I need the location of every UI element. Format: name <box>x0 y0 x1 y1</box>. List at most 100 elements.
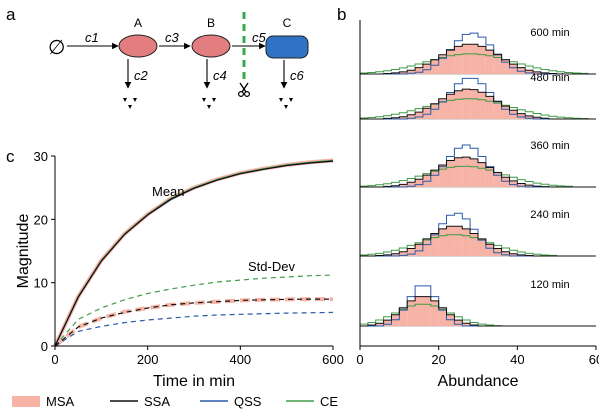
hist-bar-msa <box>525 70 534 74</box>
x-axis-label: Abundance <box>438 373 519 390</box>
node-c <box>265 35 309 59</box>
null-source-symbol: ∅ <box>48 37 65 59</box>
legend-item-qss: QSS <box>200 394 262 409</box>
hist-bar-msa <box>438 164 447 187</box>
hist-bar-msa <box>509 253 518 256</box>
hist-bar-msa <box>415 179 423 187</box>
series-line-msa-dashed <box>53 297 333 348</box>
y-tick-label: 10 <box>34 276 48 291</box>
hist-step-ssa <box>360 43 596 75</box>
hist-bar-msa <box>415 112 423 119</box>
hist-bar-msa <box>454 157 463 187</box>
legend-label: MSA <box>46 394 75 409</box>
hist-step-ssa <box>360 156 596 188</box>
hist-bar-msa <box>493 54 502 74</box>
series-line-qss-dashed <box>54 311 334 347</box>
hist-bar-msa <box>454 320 463 326</box>
legend-item-msa: MSA <box>12 394 75 409</box>
rate-c3: c3 <box>165 30 180 45</box>
histogram-row: 240 min <box>359 209 596 257</box>
hist-bar-msa <box>446 314 455 326</box>
hist-bar-msa <box>446 94 455 119</box>
hist-bar-msa <box>391 314 400 326</box>
hist-bar-msa <box>446 160 455 187</box>
hist-bar-msa <box>383 254 392 256</box>
hist-step-ssa <box>360 296 596 327</box>
hist-bar-msa <box>407 70 416 74</box>
hist-step-qss <box>360 144 596 188</box>
hist-bar-msa <box>438 307 447 326</box>
hist-bar-msa <box>493 101 502 119</box>
x-axis-label: Time in min <box>153 373 235 390</box>
hist-step-ssa <box>360 225 596 257</box>
hist-bar-msa <box>478 162 486 187</box>
x-tick-label: 40 <box>510 352 524 367</box>
hist-bar-msa <box>383 320 392 326</box>
hist-bar-msa <box>540 72 549 74</box>
row-time-label: 240 min <box>530 209 569 221</box>
x-tick-label: 0 <box>356 352 363 367</box>
x-tick-label: 200 <box>137 352 159 367</box>
line-chart: 0 200 400 600 0 10 20 30 Mean Std-Dev Time in m… <box>15 149 344 390</box>
rate-c2: c2 <box>134 68 149 83</box>
hist-bar-msa <box>533 117 541 119</box>
hist-bar-msa <box>478 46 486 74</box>
hist-bar-msa <box>430 233 439 256</box>
hist-bar-msa <box>438 54 447 74</box>
series-line-ce-dashed <box>54 274 334 347</box>
x-tick-label: 60 <box>589 352 599 367</box>
hist-step-ce <box>359 98 596 120</box>
hist-bar-msa <box>454 90 463 119</box>
node-b-label: B <box>207 16 215 30</box>
legend-label: QSS <box>234 394 262 409</box>
legend-swatch <box>12 396 40 407</box>
hist-bar-msa <box>485 96 494 119</box>
rate-c5: c5 <box>252 30 267 45</box>
hist-bar-msa <box>501 106 510 119</box>
legend-item-ssa: SSA <box>110 394 170 409</box>
hist-step-ce <box>359 165 596 188</box>
hist-bar-msa <box>422 296 431 326</box>
hist-bar-msa <box>470 233 478 256</box>
hist-bar-msa <box>391 185 400 187</box>
hist-bar-msa <box>399 184 408 187</box>
hist-bar-msa <box>525 115 534 119</box>
hist-bar-msa <box>478 92 486 119</box>
series-line-ssa-solid <box>54 160 334 347</box>
hist-bar-msa <box>493 248 502 256</box>
hist-step-ssa <box>360 88 596 120</box>
hist-bar-msa <box>501 59 510 74</box>
hist-bar-msa <box>462 157 471 187</box>
hist-bar-msa <box>478 238 486 256</box>
histogram-row: 600 min <box>359 27 596 75</box>
hist-bar-msa <box>422 108 431 119</box>
rate-c4: c4 <box>213 68 227 83</box>
x-tick-label: 20 <box>431 352 445 367</box>
series-line-ssa-dashed <box>54 298 333 347</box>
degradation-icon <box>123 98 137 109</box>
row-time-label: 120 min <box>530 279 569 291</box>
hist-bar-msa <box>399 307 408 326</box>
x-tick-label: 0 <box>51 352 58 367</box>
hist-bar-msa <box>399 71 408 74</box>
hist-bar-msa <box>470 158 478 187</box>
y-tick-label: 30 <box>34 149 48 164</box>
hist-bar-msa <box>446 226 455 256</box>
annotation-mean: Mean <box>152 184 185 199</box>
reaction-diagram: ∅ c1 A c3 B c5 C c2 c4 c6 <box>48 12 309 109</box>
histogram-row: 120 min <box>359 279 596 327</box>
x-tick-label: 600 <box>322 352 344 367</box>
hist-bar-msa <box>517 254 526 256</box>
rate-c1: c1 <box>85 30 99 45</box>
node-c-label: C <box>283 16 292 30</box>
row-time-label: 600 min <box>530 27 569 39</box>
hist-bar-msa <box>517 113 526 119</box>
hist-bar-msa <box>375 323 384 326</box>
hist-bar-msa <box>438 98 447 119</box>
hist-bar-msa <box>485 167 494 187</box>
scissors-icon <box>237 82 251 98</box>
panel-label-a: a <box>6 5 16 24</box>
y-tick-label: 0 <box>41 339 48 354</box>
hist-step-qss <box>360 285 596 327</box>
